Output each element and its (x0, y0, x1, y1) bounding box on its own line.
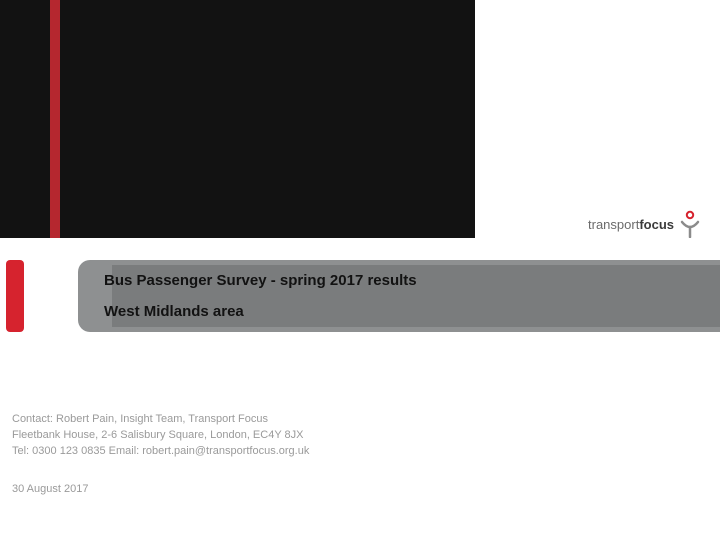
logo-text: transportfocus (588, 217, 674, 232)
slide-title-line-2: West Midlands area (104, 303, 702, 320)
dark-background-block (0, 0, 475, 238)
red-accent-tab (6, 260, 24, 332)
logo-word-2: focus (639, 217, 674, 232)
contact-info: Contact: Robert Pain, Insight Team, Tran… (12, 412, 309, 460)
header-section: transportfocus (0, 0, 720, 260)
contact-line-1: Contact: Robert Pain, Insight Team, Tran… (12, 412, 309, 428)
brand-logo: transportfocus (588, 210, 702, 238)
title-band: Bus Passenger Survey - spring 2017 resul… (0, 260, 720, 350)
red-vertical-stripe (50, 0, 60, 238)
slide-date: 30 August 2017 (12, 483, 88, 495)
logo-figure-icon (678, 210, 702, 238)
contact-line-2: Fleetbank House, 2-6 Salisbury Square, L… (12, 428, 309, 444)
slide-title-line-1: Bus Passenger Survey - spring 2017 resul… (104, 272, 702, 289)
logo-word-1: transport (588, 217, 639, 232)
contact-line-3: Tel: 0300 123 0835 Email: robert.pain@tr… (12, 444, 309, 460)
title-grey-band: Bus Passenger Survey - spring 2017 resul… (78, 260, 720, 332)
